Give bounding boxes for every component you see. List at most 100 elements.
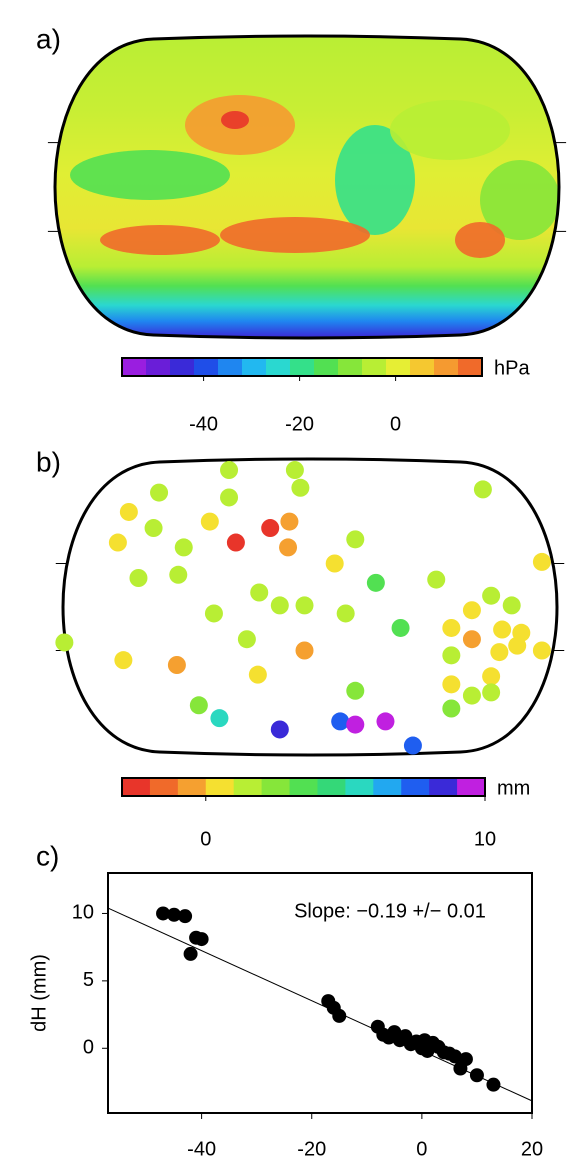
- station: [346, 681, 365, 700]
- x-tick-label: -40: [187, 1138, 216, 1160]
- station: [462, 630, 481, 649]
- colorbar-segment: [289, 778, 318, 796]
- station: [270, 596, 289, 615]
- colorbar-segment: [401, 778, 430, 796]
- colorbar-tick-label: 10: [474, 828, 496, 850]
- station: [442, 699, 461, 718]
- station: [493, 620, 512, 639]
- colorbar-segment: [122, 358, 147, 376]
- y-tick-label: 0: [83, 1037, 94, 1059]
- colorbar-segment: [122, 778, 151, 796]
- colorbar-segment: [218, 358, 243, 376]
- station: [295, 596, 314, 615]
- colorbar-segment: [458, 358, 483, 376]
- field-patch: [220, 217, 370, 253]
- station: [532, 641, 551, 660]
- colorbar-label: hPa: [494, 357, 530, 379]
- station: [237, 630, 256, 649]
- colorbar-segment: [170, 358, 195, 376]
- x-tick-label: 0: [416, 1138, 427, 1160]
- colorbar-segment: [314, 358, 339, 376]
- station: [336, 604, 355, 623]
- station: [108, 533, 127, 552]
- colorbar-segment: [177, 778, 207, 796]
- colorbar-segment: [290, 358, 315, 376]
- station: [270, 720, 289, 739]
- field-patch: [335, 125, 415, 235]
- colorbar-tick-label: 0: [200, 828, 211, 850]
- y-tick-label: 10: [72, 902, 94, 924]
- station: [508, 636, 527, 655]
- colorbar-segment: [242, 358, 267, 376]
- field-patch: [455, 222, 505, 258]
- station: [261, 519, 280, 538]
- colorbar-segment: [457, 778, 486, 796]
- station: [169, 565, 188, 584]
- x-tick-label: -20: [297, 1138, 326, 1160]
- station: [490, 643, 509, 662]
- colorbar-segment: [149, 778, 179, 796]
- station: [403, 736, 422, 755]
- fit-line: [107, 907, 533, 1102]
- point: [447, 1049, 462, 1064]
- colorbar-segment: [205, 778, 235, 796]
- station: [442, 618, 461, 637]
- panel-label: b): [36, 446, 61, 477]
- colorbar-segment: [434, 358, 459, 376]
- map-frame: [53, 34, 561, 340]
- panel-label: c): [36, 840, 59, 871]
- station: [376, 712, 395, 731]
- axes-frame: [107, 872, 533, 1114]
- station: [427, 570, 446, 589]
- colorbar-segment: [373, 778, 402, 796]
- station: [473, 480, 492, 499]
- station: [346, 530, 365, 549]
- station: [167, 656, 186, 674]
- station: [482, 586, 501, 605]
- colorbar-segment: [317, 778, 346, 796]
- station: [129, 569, 148, 587]
- station: [119, 502, 138, 521]
- station: [220, 461, 239, 480]
- field-patch: [480, 160, 559, 240]
- station: [442, 675, 461, 694]
- colorbar-label: mm: [497, 777, 530, 799]
- station: [532, 552, 551, 571]
- field-patch: [100, 225, 220, 255]
- station: [279, 538, 298, 557]
- field-patch: [390, 100, 510, 160]
- colorbar-tick-label: 0: [390, 413, 401, 435]
- colorbar-segment: [362, 358, 387, 376]
- colorbar-segment: [410, 358, 435, 376]
- field-patch: [221, 111, 249, 129]
- point: [183, 946, 198, 961]
- station: [366, 573, 385, 592]
- station: [346, 715, 365, 734]
- point: [194, 932, 209, 947]
- station: [295, 641, 314, 660]
- colorbar-segment: [345, 778, 374, 796]
- station: [220, 488, 239, 507]
- x-tick-label: 20: [521, 1138, 543, 1160]
- station: [55, 633, 74, 652]
- colorbar-segment: [233, 778, 263, 796]
- y-tick-label: 5: [83, 969, 94, 991]
- point: [486, 1077, 501, 1092]
- annotation: Slope: −0.19 +/− 0.01: [294, 900, 486, 922]
- station: [226, 533, 245, 552]
- station: [502, 596, 521, 615]
- station: [200, 512, 219, 531]
- colorbar-segment: [386, 358, 411, 376]
- colorbar-segment: [146, 358, 171, 376]
- pressure-field: [55, 36, 559, 338]
- station: [442, 646, 461, 665]
- point: [469, 1068, 484, 1083]
- station: [248, 665, 267, 684]
- station: [482, 667, 501, 686]
- station: [462, 686, 481, 705]
- station: [331, 712, 350, 731]
- y-axis-title: dH (mm): [28, 954, 50, 1032]
- station: [174, 538, 193, 557]
- panel-label: a): [36, 23, 61, 54]
